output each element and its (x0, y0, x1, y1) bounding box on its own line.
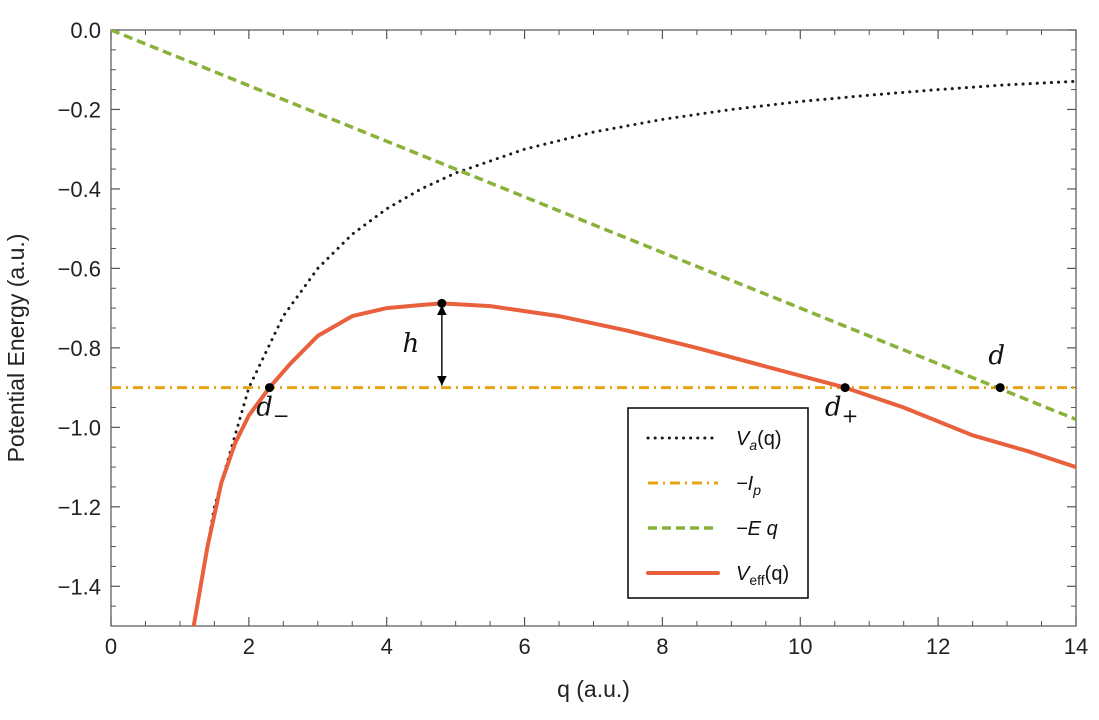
marker-point-0 (265, 383, 275, 393)
marker-point-2 (840, 383, 850, 393)
series-line-0 (192, 79, 1076, 626)
x-tick-label: 0 (105, 634, 117, 659)
legend-label-0: Va(q) (736, 428, 782, 453)
series-group (111, 30, 1076, 626)
x-tick-label: 10 (788, 634, 812, 659)
x-axis-title: q (a.u.) (557, 676, 630, 702)
y-axis-title: Potential Energy (a.u.) (3, 234, 29, 463)
plot-marks: 0 2 4 6 8 10 12 14 0.0 −0.2 −0.4 −0.6 −0.8 −1.0 −1.2 −1… (3, 18, 1088, 702)
plot-frame (110, 29, 1077, 627)
x-tick-label: 12 (926, 634, 950, 659)
marker-point-1 (437, 298, 447, 308)
y-tick-label: −0.8 (58, 336, 101, 361)
legend-label-2: −E q (736, 518, 778, 540)
x-tick-label: 6 (518, 634, 530, 659)
y-tick-label: −1.4 (58, 574, 101, 599)
x-tick-label: 8 (656, 634, 668, 659)
annotation-2: d (988, 341, 1005, 371)
x-tick-label: 4 (381, 634, 393, 659)
annotation-1: d+ (825, 392, 858, 427)
marker-point-3 (995, 383, 1005, 393)
y-tick-label: −1.0 (58, 415, 101, 440)
legend-box (627, 407, 809, 599)
legend-label-1: −Ip (736, 473, 761, 498)
y-tick-label: 0.0 (70, 18, 101, 43)
x-tick-label: 14 (1064, 634, 1088, 659)
series-line-2 (111, 30, 1076, 422)
annotation-0: d− (256, 392, 289, 427)
y-tick-label: −0.2 (58, 97, 101, 122)
annotation-3: h (402, 329, 419, 359)
legend-label-3: Veff(q) (736, 563, 789, 588)
y-tick-label: −1.2 (58, 495, 101, 520)
y-tick-label: −0.4 (58, 177, 101, 202)
y-tick-label: −0.6 (58, 256, 101, 281)
x-tick-label: 2 (243, 634, 255, 659)
series-line-3 (191, 301, 1076, 626)
